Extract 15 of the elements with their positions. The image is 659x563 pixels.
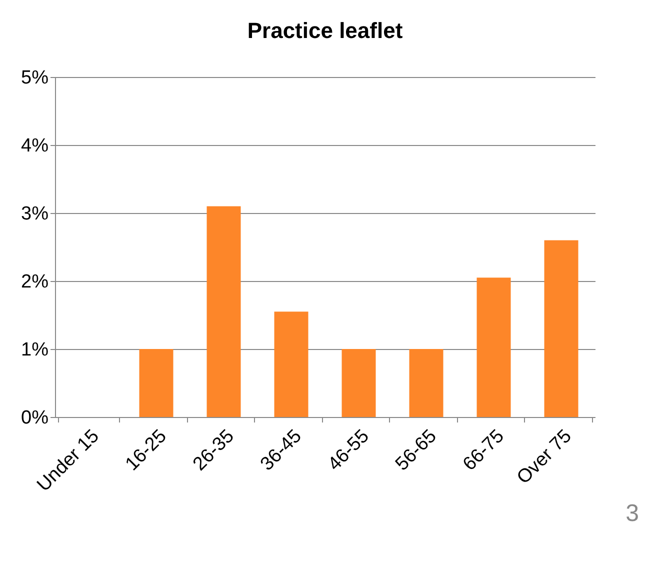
y-tick-label: 4% [21, 136, 49, 156]
bar [342, 349, 376, 417]
y-tick-label: 3% [21, 204, 49, 224]
bar [206, 206, 241, 417]
y-tick-label: 2% [21, 272, 49, 292]
bar [274, 312, 308, 417]
chart-title: Practice leaflet [247, 18, 404, 43]
y-tick-label: 1% [21, 340, 49, 360]
bar [544, 240, 578, 417]
y-tick-label: 0% [21, 408, 49, 428]
text: 3 [626, 500, 639, 528]
y-tick-label: 5% [21, 68, 49, 88]
bar [139, 349, 174, 417]
bar [476, 278, 511, 417]
bar [409, 349, 444, 417]
